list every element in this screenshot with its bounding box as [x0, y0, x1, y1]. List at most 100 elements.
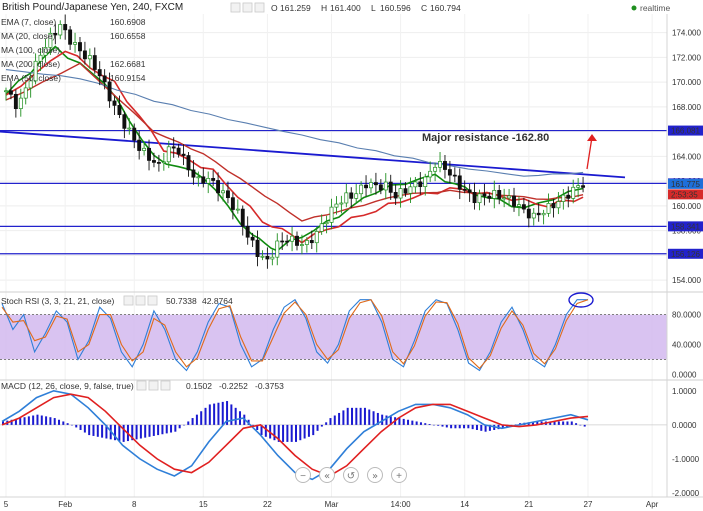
close-button[interactable]: [254, 2, 265, 13]
candle-body: [462, 188, 467, 191]
macd-hist-bar: [299, 424, 302, 441]
macd-hist-bar: [471, 424, 474, 430]
price-level-tag: [668, 248, 703, 259]
macd-hist-bar: [62, 421, 65, 425]
candle-body: [206, 178, 211, 184]
macd-hist-bar: [122, 424, 125, 442]
macd-hist-bar: [10, 419, 13, 425]
arrow-up-icon: [587, 134, 597, 141]
macd-hist-bar: [213, 403, 216, 425]
macd-hist-bar: [514, 424, 517, 425]
candle-body: [551, 203, 556, 209]
macd-hist-bar: [376, 412, 379, 425]
macd-axis: 1.0000 0.0000 -1.0000 -2.0000: [672, 387, 700, 498]
macd-hist-bar: [58, 419, 61, 425]
macd-hist-bar: [144, 424, 147, 438]
candle-body: [87, 55, 92, 60]
scroll-left-button[interactable]: «: [319, 467, 335, 483]
stoch-hide-button[interactable]: [135, 295, 146, 306]
macd-hist-bar: [557, 421, 560, 425]
indicator-label: MA (200, close): [1, 59, 60, 69]
macd-panel[interactable]: MACD (12, 26, close, 9, false, true) 0.15…: [0, 379, 703, 481]
macd-hist-bar: [23, 417, 26, 425]
candle-body: [33, 60, 38, 82]
zoom-in-button[interactable]: +: [391, 467, 407, 483]
stoch-settings-button[interactable]: [123, 295, 134, 306]
macd-settings-button[interactable]: [136, 380, 147, 391]
candle-body: [13, 93, 18, 110]
candle-body: [472, 192, 477, 204]
zoom-out-button[interactable]: −: [295, 467, 311, 483]
macd-hist-bar: [135, 424, 138, 440]
macd-hist-bar: [226, 401, 229, 425]
candle-body: [285, 240, 290, 243]
macd-hist-bar: [174, 424, 177, 432]
macd-hist-bar: [467, 424, 470, 429]
macd-hist-bar: [264, 424, 267, 437]
candle-body: [270, 256, 275, 260]
ohlc-value: 160.794: [430, 3, 461, 13]
macd-hist-bar: [359, 407, 362, 425]
ohlc-value: 161.400: [330, 3, 361, 13]
scroll-right-button[interactable]: »: [367, 467, 383, 483]
candle-body: [482, 193, 487, 197]
macd-hist-bar: [475, 424, 478, 430]
candle-body: [487, 195, 492, 199]
candle-body: [48, 33, 53, 48]
time-tick-label: Feb: [58, 500, 72, 509]
candle-body: [526, 208, 531, 219]
realtime-label: realtime: [640, 3, 671, 13]
macd-hist-bar: [208, 404, 211, 425]
macd-hist-bar: [2, 421, 4, 425]
candle-body: [250, 236, 255, 241]
macd-hist-bar: [27, 416, 30, 425]
candle-body: [216, 180, 221, 194]
macd-hist-bar: [92, 424, 95, 436]
time-axis[interactable]: 5 Feb 8 15 22 Mar 14:00 14 21 27 Apr: [0, 496, 703, 509]
resistance-annotation: Major resistance -162.80: [422, 132, 549, 144]
macd-hist-bar: [570, 421, 573, 425]
candle-body: [295, 235, 299, 246]
macd-hide-button[interactable]: [148, 380, 159, 391]
hide-button[interactable]: [242, 2, 253, 13]
candle-body: [492, 190, 497, 199]
macd-hist-bar: [230, 404, 233, 425]
candle-body: [334, 203, 339, 208]
candle-body: [314, 231, 319, 244]
stoch-d-value: 42.8764: [202, 296, 233, 306]
stoch-rsi-panel[interactable]: Stoch RSI (3, 3, 21, 21, close) 50.7338 42…: [0, 291, 703, 372]
candle-body: [319, 223, 324, 232]
price-axis[interactable]: 174.000172.000170.000168.000166.000164.0…: [666, 14, 703, 497]
candle-body: [329, 206, 334, 223]
macd-hist-bar: [415, 421, 418, 425]
macd-close-button[interactable]: [160, 380, 171, 391]
time-tick-label: Mar: [325, 500, 339, 509]
candle-body: [438, 161, 442, 168]
price-panel[interactable]: Major resistance -162.80: [0, 14, 667, 497]
candle-body: [413, 181, 418, 188]
macd-hist-bar: [351, 407, 354, 425]
time-tick-label: 14: [460, 500, 469, 509]
candle-body: [497, 190, 502, 199]
candle-body: [521, 204, 526, 210]
macd-hist-bar: [398, 418, 401, 425]
price-tick-label: 154.000: [672, 276, 701, 285]
price-tick-label: 170.000: [672, 78, 701, 87]
macd-hist-bar: [432, 424, 435, 426]
macd-hist-bar: [381, 414, 384, 425]
candle-body: [428, 170, 433, 178]
candle-body: [92, 55, 97, 70]
macd-hist-bar: [260, 424, 263, 436]
indicator-value: 160.6558: [110, 31, 146, 41]
stoch-close-button[interactable]: [147, 295, 158, 306]
settings-button[interactable]: [230, 2, 241, 13]
macd-hist-bar: [488, 424, 491, 431]
macd-hist-bar: [290, 424, 293, 442]
candle-body: [344, 192, 349, 204]
macd-hist-bar: [187, 421, 190, 425]
stoch-tick-label: 0.0000: [672, 370, 697, 379]
reset-button[interactable]: ↺: [343, 467, 359, 483]
price-tick-label: 174.000: [672, 29, 701, 38]
candle-body: [507, 195, 512, 199]
